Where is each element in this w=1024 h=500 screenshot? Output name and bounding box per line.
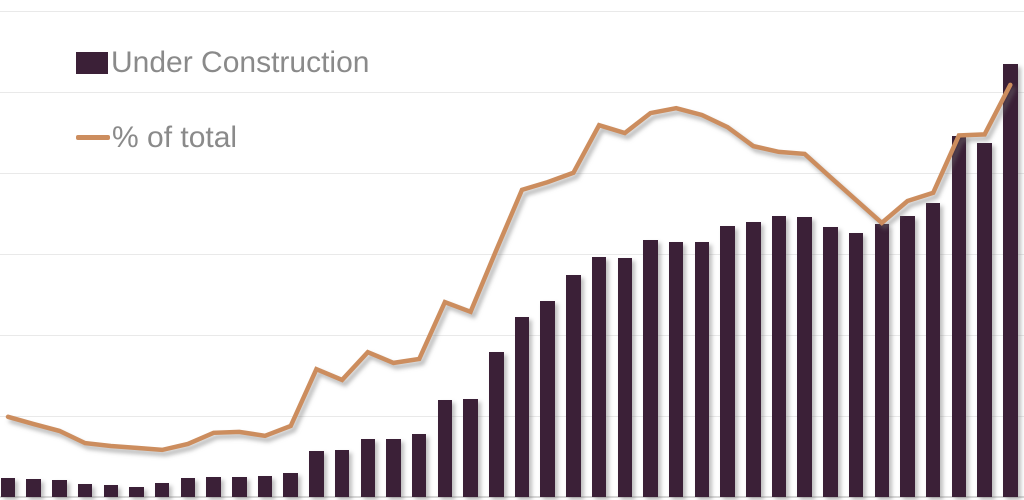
bar <box>668 241 684 497</box>
legend-item-percent-of-total: % of total <box>76 122 369 153</box>
bar <box>771 216 787 497</box>
gridline <box>0 335 1024 336</box>
bar <box>103 484 119 497</box>
bar <box>900 216 915 497</box>
bar <box>309 451 324 497</box>
bar <box>591 256 607 497</box>
bar <box>925 202 941 497</box>
bar <box>411 433 427 497</box>
x-axis-line <box>0 496 1024 498</box>
bar <box>334 450 350 497</box>
bar <box>848 233 864 497</box>
line-series-swatch-icon <box>76 135 110 140</box>
bar <box>1003 63 1018 497</box>
bar <box>257 475 273 497</box>
bar <box>643 239 658 497</box>
bar <box>874 223 890 497</box>
bar <box>694 241 710 497</box>
bar <box>540 301 555 497</box>
bar <box>232 476 247 497</box>
bar <box>77 483 93 497</box>
bar <box>206 477 221 497</box>
legend-label-under-construction: Under Construction <box>111 46 370 79</box>
bar <box>977 143 992 497</box>
bar <box>360 439 376 497</box>
bar <box>489 352 504 497</box>
legend-item-under-construction: Under Construction <box>76 47 369 78</box>
bar <box>129 486 144 497</box>
bar <box>951 136 967 497</box>
bar-series-swatch-icon <box>76 51 108 74</box>
legend-label-percent-of-total: % of total <box>112 121 238 154</box>
bar <box>746 221 761 497</box>
bar <box>514 317 530 497</box>
bar <box>52 480 67 497</box>
bar <box>463 399 478 497</box>
bar <box>154 482 170 497</box>
bar <box>180 478 196 497</box>
bar <box>26 479 41 497</box>
bar <box>720 225 735 497</box>
bar <box>437 400 453 497</box>
bar <box>386 439 401 497</box>
bar <box>566 274 581 497</box>
bar <box>0 478 16 497</box>
gridline <box>0 416 1024 417</box>
bar <box>617 258 633 497</box>
gridline <box>0 254 1024 255</box>
gridline <box>0 11 1024 12</box>
gridline <box>0 173 1024 174</box>
legend: Under Construction % of total <box>76 47 369 153</box>
bar <box>823 226 838 497</box>
bar <box>283 472 298 497</box>
bar <box>797 217 812 497</box>
